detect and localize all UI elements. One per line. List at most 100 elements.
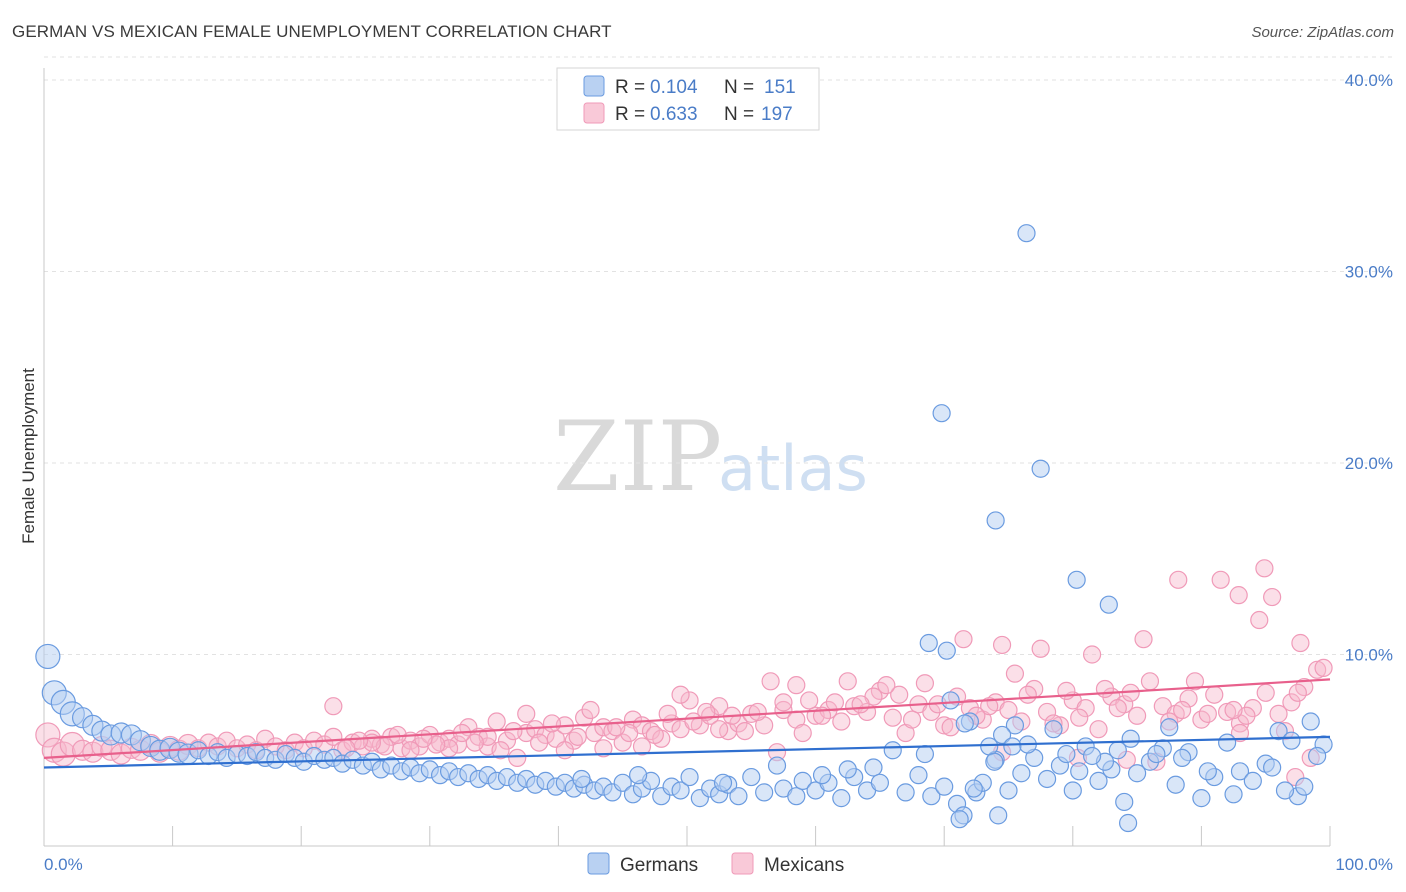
germans-point [937,641,956,660]
mexicans-point [825,693,844,712]
mexicans-point [613,733,632,752]
mexicans-point [684,712,703,731]
y-tick-label: 40.0% [1345,71,1393,90]
germans-point [1308,746,1327,766]
germans-point [896,783,915,802]
germans-point [1082,746,1102,766]
germans-point [1121,729,1140,748]
legend-n-label-germans: N = [724,77,754,98]
mexicans-point [1076,699,1095,718]
germans-point [767,756,787,775]
mexicans-point [1229,586,1248,605]
mexicans-point [497,731,517,750]
germans-point [1166,775,1185,794]
mexicans-point [883,708,902,727]
germans-point [909,766,928,785]
x-tick-label-max: 100.0% [1335,855,1393,874]
mexicans-point [658,704,677,723]
germans-point [1115,792,1134,812]
mexicans-point [1037,702,1057,722]
mexicans-point [1250,610,1269,630]
mexicans-point [504,721,523,741]
y-tick-label: 20.0% [1345,454,1393,473]
mexicans-point [671,685,690,704]
germans-point [1012,764,1031,783]
germans-point [613,773,632,792]
mexicans-point [999,700,1018,720]
mexicans-point [800,691,819,710]
mexicans-point [877,676,896,695]
mexicans-point [1218,702,1237,722]
mexicans-point [594,739,613,758]
germans-point [1218,733,1237,752]
mexicans-point [623,710,643,729]
germans-point [680,767,699,787]
germans-point [1057,744,1076,764]
legend-n-label-mexicans: N = [724,104,754,125]
mexicans-point [35,722,61,748]
watermark-zip: ZIP [553,401,722,513]
germans-point [932,404,951,423]
germans-point [1031,459,1050,478]
chart-title: GERMAN VS MEXICAN FEMALE UNEMPLOYMENT CO… [12,22,612,41]
mexicans-point [542,714,562,733]
germans-point [1017,224,1036,243]
mexicans-point [902,710,922,729]
germans-point [729,787,748,806]
mexicans-point [1108,699,1127,718]
mexicans-point [1179,689,1198,708]
mexicans-point [1140,672,1160,691]
germans-point [941,691,960,710]
mexicans-point [774,693,793,712]
germans-point [1275,781,1295,800]
y-axis-label: Female Unemployment [19,368,38,544]
germans-point [838,760,857,779]
germans-point [922,787,941,806]
legend-swatch-mexicans [583,102,605,124]
mexicans-point [1134,630,1153,649]
legend-top: R = 0.104 N = 151 R = 0.633 N = 197 [556,67,820,131]
germans-point [1282,731,1301,750]
mexicans-point [748,702,767,722]
germans-point [955,714,974,733]
mexicans-point [1198,704,1217,723]
germans-point [985,752,1004,771]
germans-point [992,725,1012,745]
x-tick-marks [43,826,1331,846]
legend-bottom: Germans Mexicans [587,852,844,876]
mexicans-point [832,712,851,731]
mexicans-point [1263,587,1282,607]
mexicans-point [838,672,857,691]
mexicans-point [491,741,510,760]
germans-point [787,787,806,806]
mexicans-point [851,695,870,714]
mexicans-point [1005,664,1025,683]
germans-point [980,737,999,756]
mexicans-point [465,733,484,752]
gridlines [44,56,1393,655]
mexicans-point [1173,700,1192,720]
germans-point [1127,764,1147,783]
mexicans-point [761,672,780,691]
mexicans-point [1291,633,1310,653]
mexicans-point [1308,660,1327,679]
germans-point [1089,771,1108,790]
mexicans-point [1255,559,1274,578]
mexicans-point [793,723,812,743]
mexicans-point [787,676,806,695]
mexicans-point [1018,685,1037,704]
mexicans-point [980,697,999,716]
germans-point [1269,721,1288,741]
legend-bottom-swatch-germans [587,852,610,875]
mexicans-point [915,674,935,693]
mexicans-point [1205,685,1224,704]
mexicans-point [568,727,587,746]
source-label: Source: ZipAtlas.com [1251,24,1394,41]
mexicans-point [1089,720,1108,739]
legend-n-value-germans: 151 [764,77,796,98]
legend-r-label-germans: R = [615,77,645,98]
mexicans-point [1031,639,1050,658]
legend-r-label-mexicans: R = [615,104,645,125]
mexicans-point [1095,679,1115,699]
